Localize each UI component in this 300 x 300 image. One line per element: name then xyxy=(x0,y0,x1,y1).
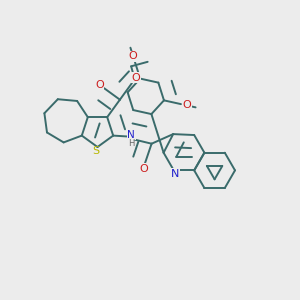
Text: N: N xyxy=(127,130,135,140)
Text: O: O xyxy=(139,164,148,174)
Text: O: O xyxy=(129,51,137,61)
Text: S: S xyxy=(92,146,100,157)
Text: O: O xyxy=(182,100,191,110)
Text: N: N xyxy=(171,169,179,179)
Text: O: O xyxy=(95,80,103,90)
Text: O: O xyxy=(131,73,140,83)
Text: H: H xyxy=(128,139,134,148)
